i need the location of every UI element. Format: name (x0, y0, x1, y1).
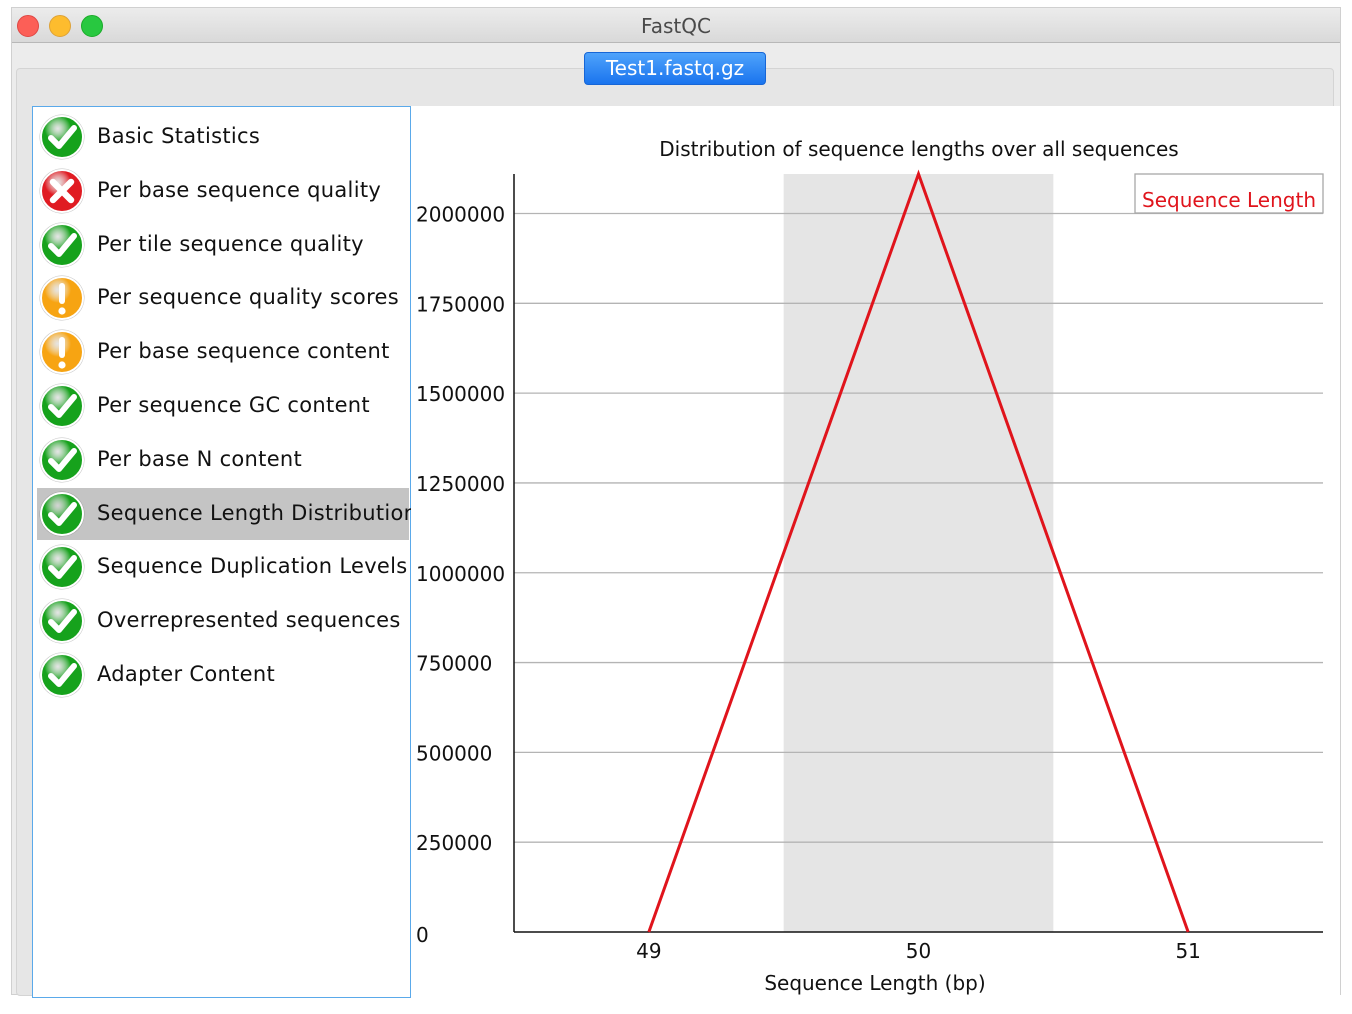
legend-entry-sequence-length: Sequence Length (1142, 188, 1316, 212)
title-bar: FastQC (12, 8, 1340, 43)
module-item-adapter-content[interactable]: Adapter Content (37, 649, 409, 701)
pass-check-icon (39, 491, 85, 537)
x-tick-label: 49 (636, 939, 661, 963)
module-label: Basic Statistics (97, 124, 261, 148)
x-tick-label: 51 (1175, 939, 1200, 963)
module-item-per-tile-sequence-quality[interactable]: Per tile sequence quality (37, 219, 409, 271)
y-tick-label: 1750000 (416, 292, 505, 316)
highlight-band (783, 174, 1054, 932)
module-label: Per base sequence quality (97, 177, 382, 202)
y-tick-label: 750000 (416, 652, 492, 676)
module-item-per-base-sequence-content[interactable]: Per base sequence content (37, 326, 409, 378)
warn-exclamation-icon (39, 275, 85, 321)
minimize-window-button[interactable] (49, 15, 71, 37)
pass-check-icon (39, 222, 85, 268)
pass-check-icon (39, 544, 85, 590)
pass-check-icon (39, 114, 85, 160)
module-label: Per base N content (97, 446, 303, 471)
module-item-per-sequence-quality-scores[interactable]: Per sequence quality scores (37, 272, 409, 324)
chart-panel: 0 250000 500000 750000 1000000 1250000 1500000… (411, 106, 1340, 998)
y-tick-label: 500000 (416, 741, 492, 765)
x-tick-label: 50 (906, 939, 931, 963)
y-tick-label: 0 (416, 923, 429, 947)
y-tick-label: 1500000 (416, 382, 505, 406)
fail-cross-icon (39, 168, 85, 214)
module-label: Per tile sequence quality (97, 231, 364, 256)
sequence-length-chart: 0 250000 500000 750000 1000000 1250000 1500000… (416, 137, 1324, 995)
pass-check-icon (39, 598, 85, 644)
x-axis-label: Sequence Length (bp) (764, 971, 985, 995)
module-label: Adapter Content (97, 662, 276, 686)
zoom-window-button[interactable] (81, 15, 103, 37)
tab-test1-fastq[interactable]: Test1.fastq.gz (584, 52, 766, 85)
module-item-sequence-duplication-levels[interactable]: Sequence Duplication Levels (37, 541, 409, 593)
pass-check-icon (39, 437, 85, 483)
chart-title: Distribution of sequence lengths over al… (659, 137, 1178, 161)
module-list: Basic Statistics Per base sequence qualit… (32, 106, 417, 998)
module-item-basic-statistics[interactable]: Basic Statistics (37, 111, 409, 163)
module-item-sequence-length-distribution[interactable]: Sequence Length Distribution (37, 487, 417, 540)
warn-exclamation-icon (39, 329, 85, 375)
legend-box (1134, 173, 1324, 214)
module-item-per-base-sequence-quality[interactable]: Per base sequence quality (37, 165, 409, 217)
pass-check-icon (39, 652, 85, 698)
module-label: Sequence Length Distribution (97, 500, 418, 525)
close-window-button[interactable] (17, 15, 39, 37)
module-item-per-base-n-content[interactable]: Per base N content (37, 434, 409, 486)
y-tick-label: 1000000 (416, 562, 505, 586)
module-label: Per base sequence content (97, 339, 390, 364)
y-tick-label: 2000000 (416, 203, 505, 227)
y-tick-label: 250000 (416, 831, 492, 855)
y-tick-label: 1250000 (416, 472, 505, 496)
module-label: Per sequence quality scores (97, 285, 399, 310)
module-label: Per sequence GC content (97, 393, 370, 417)
module-label: Overrepresented sequences (97, 608, 401, 633)
fastqc-window: FastQC Test1.fastq.gz Basic Statistics Pe… (12, 8, 1340, 998)
pass-check-icon (39, 383, 85, 429)
window-title: FastQC (641, 14, 711, 38)
module-item-overrepresented-sequences[interactable]: Overrepresented sequences (37, 595, 409, 647)
module-item-per-sequence-gc-content[interactable]: Per sequence GC content (37, 380, 409, 432)
module-label: Sequence Duplication Levels (97, 554, 408, 579)
